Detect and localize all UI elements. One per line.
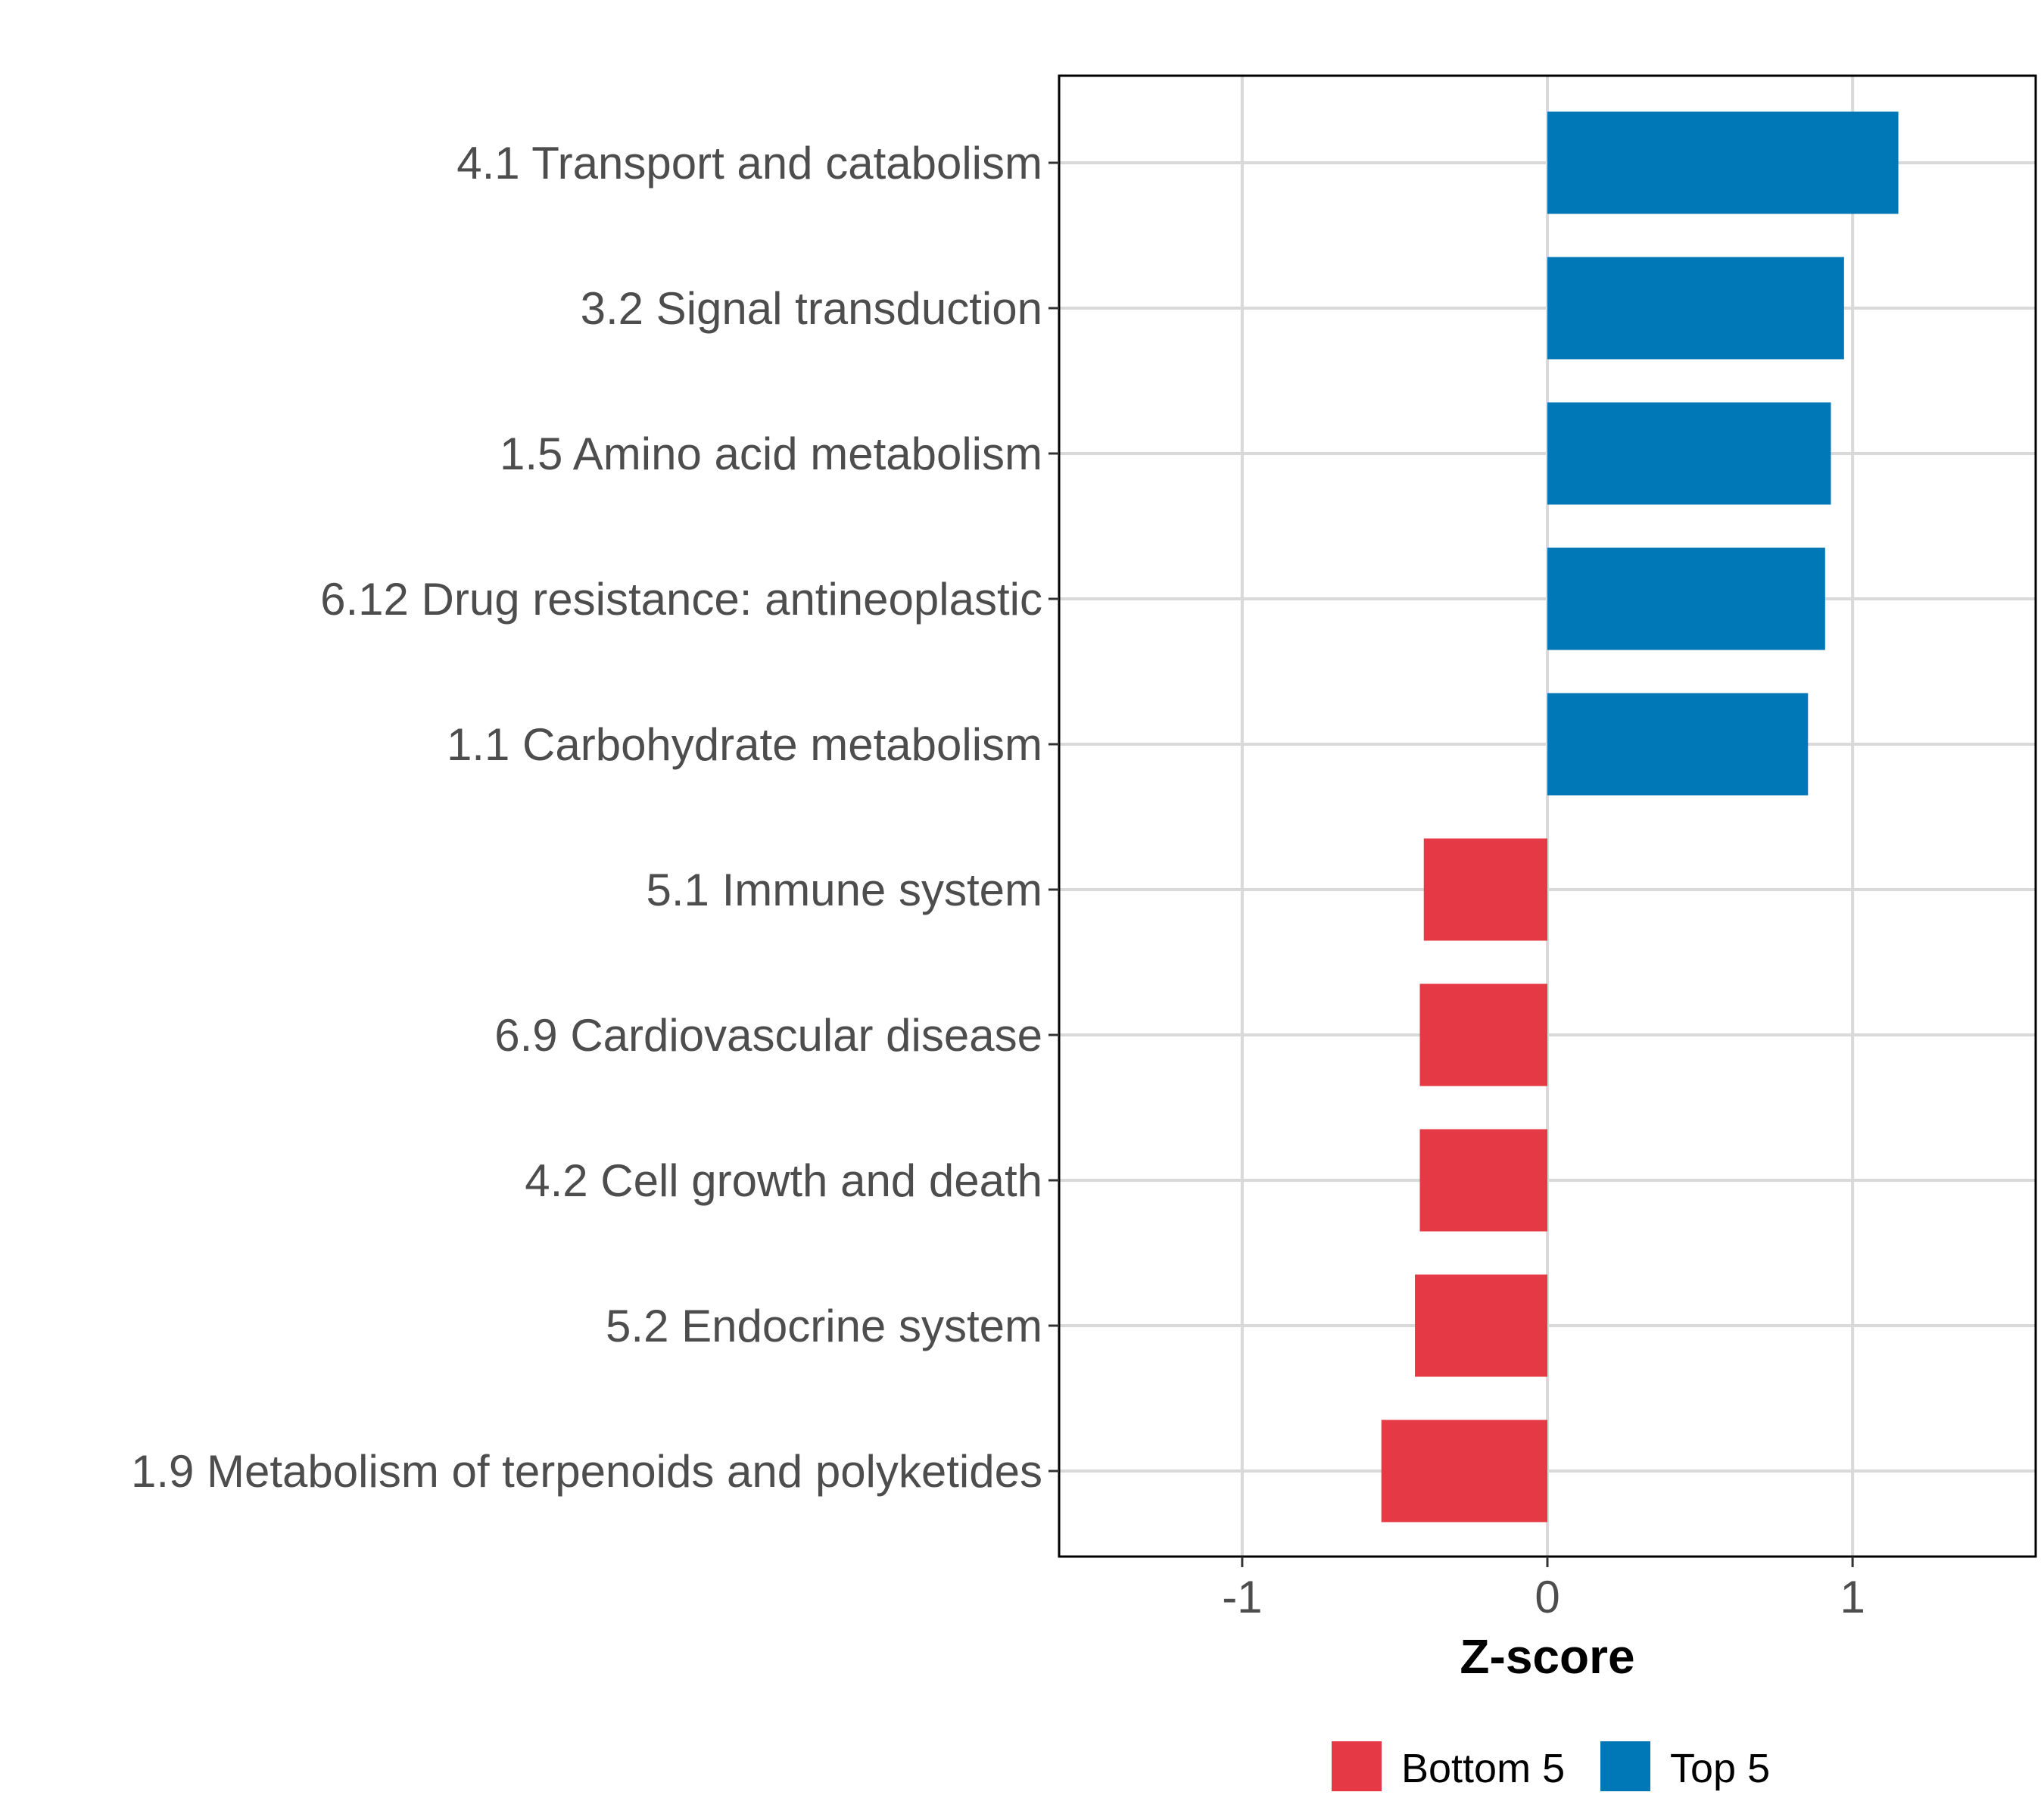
bar <box>1547 547 1825 650</box>
x-tick-label: 0 <box>1535 1572 1559 1622</box>
y-tick-label: 4.2 Cell growth and death <box>525 1155 1042 1206</box>
x-tick-label: 1 <box>1840 1572 1865 1622</box>
y-tick-label: 6.12 Drug resistance: antineoplastic <box>320 574 1042 625</box>
bars <box>1381 111 1899 1522</box>
legend-swatch <box>1600 1741 1650 1791</box>
y-tick-label: 1.1 Carbohydrate metabolism <box>447 719 1042 770</box>
x-axis: -1 0 1 <box>1222 1557 1865 1622</box>
y-axis: 4.1 Transport and catabolism 3.2 Signal t… <box>131 138 1059 1497</box>
y-tick-label: 1.9 Metabolism of terpenoids and polyket… <box>131 1446 1042 1497</box>
bar <box>1419 1129 1547 1232</box>
bar <box>1547 402 1831 505</box>
y-tick-label: 5.1 Immune system <box>646 865 1042 915</box>
bar <box>1547 693 1809 796</box>
bar <box>1381 1420 1547 1522</box>
legend-swatch <box>1332 1741 1382 1791</box>
x-axis-title: Z-score <box>1460 1629 1634 1684</box>
legend: Bottom 5 Top 5 <box>1332 1741 1770 1791</box>
y-tick-label: 1.5 Amino acid metabolism <box>500 429 1042 479</box>
bar <box>1415 1274 1547 1377</box>
legend-label: Bottom 5 <box>1401 1746 1565 1791</box>
bar <box>1547 257 1844 360</box>
x-tick-label: -1 <box>1222 1572 1262 1622</box>
y-tick-label: 6.9 Cardiovascular disease <box>494 1010 1042 1061</box>
y-tick-label: 5.2 Endocrine system <box>606 1301 1042 1351</box>
bar <box>1419 983 1547 1086</box>
bar <box>1423 838 1547 941</box>
y-tick-label: 4.1 Transport and catabolism <box>456 138 1042 189</box>
bar <box>1547 111 1899 214</box>
legend-label: Top 5 <box>1670 1746 1770 1791</box>
y-tick-label: 3.2 Signal transduction <box>581 283 1042 334</box>
